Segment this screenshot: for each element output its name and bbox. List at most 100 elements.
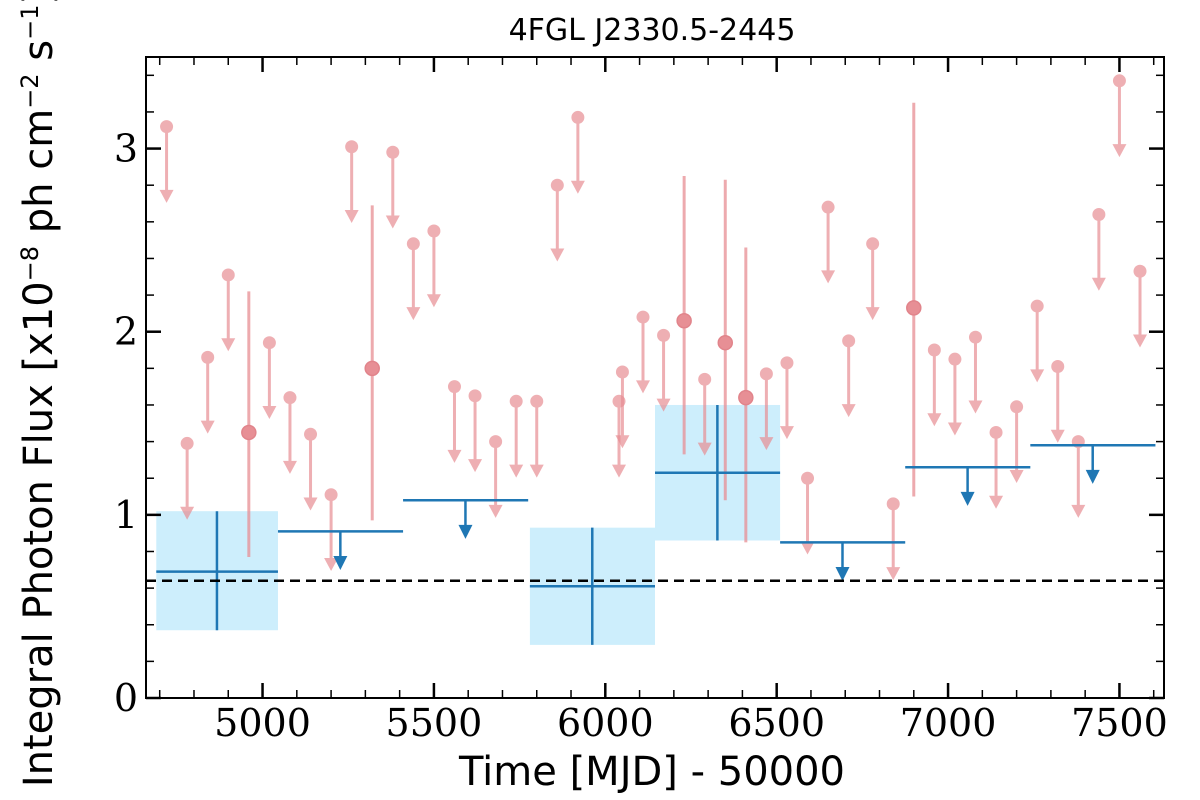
- fine-upper-limit-16: [529, 394, 544, 478]
- fine-ul-arrowhead: [385, 215, 400, 229]
- fine-upper-limit-15: [509, 394, 524, 478]
- coarse-ul-arrowhead: [1085, 469, 1100, 484]
- x-tick-label: 5500: [386, 701, 483, 745]
- x-tick-label: 7000: [900, 701, 997, 745]
- fine-upper-limit-27: [821, 200, 836, 284]
- fine-ul-arrowhead: [779, 426, 794, 440]
- fine-ul-arrowhead: [406, 307, 421, 321]
- fine-ul-arrowhead: [800, 541, 815, 555]
- fine-ul-arrowhead: [968, 400, 983, 414]
- fine-upper-limit-28: [841, 334, 856, 418]
- fine-ul-arrowhead: [759, 437, 774, 451]
- fine-upper-limit-1: [180, 436, 195, 520]
- fine-upper-limit-3: [221, 268, 236, 352]
- fine-upper-limit-26: [800, 471, 815, 555]
- fine-upper-limit-41: [1133, 264, 1148, 348]
- fine-bin-series: [159, 74, 1148, 581]
- fine-upper-limit-6: [303, 427, 318, 511]
- fine-ul-marker: [759, 367, 773, 381]
- fine-ul-arrowhead: [447, 449, 462, 463]
- fine-detection-0: [241, 291, 257, 557]
- fine-ul-arrowhead: [927, 413, 942, 427]
- fine-ul-arrowhead: [1009, 470, 1024, 484]
- fine-ul-marker: [801, 471, 815, 485]
- fine-ul-marker: [345, 140, 359, 154]
- fine-ul-arrowhead: [468, 459, 483, 473]
- fine-ul-marker: [283, 391, 297, 405]
- x-tick-label: 5000: [214, 701, 311, 745]
- fine-detection-marker: [676, 312, 692, 329]
- y-axis-label: Integral Photon Flux [x10−8 ph cm−2 s−1]: [16, 0, 62, 787]
- fine-upper-limit-7: [324, 488, 339, 571]
- fine-ul-marker: [1112, 74, 1126, 88]
- fine-ul-marker: [615, 365, 629, 379]
- fine-ul-arrowhead: [886, 567, 901, 581]
- fine-ul-marker: [509, 394, 523, 408]
- fine-ul-arrowhead: [636, 380, 651, 394]
- fine-upper-limit-23: [697, 372, 712, 456]
- fine-ul-marker: [386, 145, 400, 159]
- fine-ul-arrowhead: [697, 442, 712, 456]
- fine-detection-marker: [906, 300, 922, 316]
- fine-upper-limit-31: [927, 343, 942, 427]
- x-tick-labels: 5000 5500 6000 6500 7000 7500: [214, 701, 1168, 745]
- fine-ul-arrowhead: [615, 435, 630, 449]
- x-tick-label: 7500: [1071, 701, 1168, 745]
- fine-ul-arrowhead: [426, 294, 441, 308]
- fine-upper-limit-18: [570, 110, 585, 194]
- y-tick-label: 2: [114, 310, 138, 354]
- fine-ul-arrowhead: [221, 338, 236, 352]
- fine-ul-marker: [821, 200, 835, 214]
- fine-ul-arrowhead: [1091, 277, 1106, 291]
- fine-upper-limit-25: [779, 356, 794, 440]
- fine-upper-limit-39: [1091, 208, 1106, 291]
- fine-upper-limit-10: [406, 237, 421, 321]
- fine-ul-arrowhead: [550, 248, 565, 262]
- fine-detection-4: [738, 247, 754, 543]
- fine-ul-marker: [530, 394, 544, 408]
- fine-ul-arrowhead: [529, 464, 544, 478]
- fine-detection-2: [676, 176, 692, 455]
- coarse-detection-0: [156, 511, 278, 631]
- fine-ul-arrowhead: [841, 404, 856, 418]
- fine-ul-marker: [968, 330, 982, 344]
- fine-ul-marker: [866, 237, 880, 251]
- fine-upper-limit-38: [1071, 435, 1086, 518]
- fine-ul-arrowhead: [612, 464, 627, 478]
- fine-ul-arrowhead: [509, 464, 524, 478]
- fine-ul-arrowhead: [1071, 504, 1086, 518]
- fine-ul-marker: [1030, 299, 1044, 313]
- fine-ul-marker: [842, 334, 856, 348]
- fine-ul-marker: [262, 336, 276, 350]
- fine-ul-arrowhead: [1050, 429, 1065, 443]
- fine-ul-marker: [201, 350, 215, 364]
- y-label-exp-s: −1: [16, 4, 44, 39]
- y-tick-label: 1: [114, 493, 138, 537]
- fine-upper-limit-2: [200, 350, 215, 434]
- fine-upper-limit-4: [262, 336, 277, 419]
- fine-ul-marker: [1051, 360, 1065, 374]
- fine-ul-arrowhead: [488, 504, 503, 518]
- fine-ul-arrowhead: [262, 405, 277, 419]
- plot-frame: [145, 56, 1165, 699]
- fine-ul-marker: [657, 328, 671, 342]
- fine-ul-marker: [927, 343, 941, 357]
- fine-ul-arrowhead: [865, 307, 880, 321]
- fine-ul-marker: [550, 178, 564, 192]
- fine-ul-marker: [406, 237, 420, 251]
- coarse-detection-2: [655, 404, 781, 541]
- coarse-upper-limit-2: [780, 541, 906, 581]
- coarse-ul-arrowhead: [835, 566, 850, 581]
- fine-ul-arrowhead: [159, 189, 174, 203]
- fine-detection-1: [364, 205, 380, 521]
- fine-ul-arrowhead: [947, 422, 962, 436]
- fine-ul-marker: [989, 425, 1003, 439]
- fine-ul-arrowhead: [180, 506, 195, 520]
- y-label-part-main: Integral Photon Flux [x10: [16, 281, 62, 787]
- fine-ul-arrowhead: [989, 495, 1004, 509]
- y-tick-label: 3: [114, 127, 138, 171]
- coarse-ul-arrowhead: [333, 555, 348, 570]
- fine-ul-marker: [948, 352, 962, 366]
- coarse-upper-limit-0: [277, 530, 404, 570]
- fine-ul-arrowhead: [1112, 144, 1127, 158]
